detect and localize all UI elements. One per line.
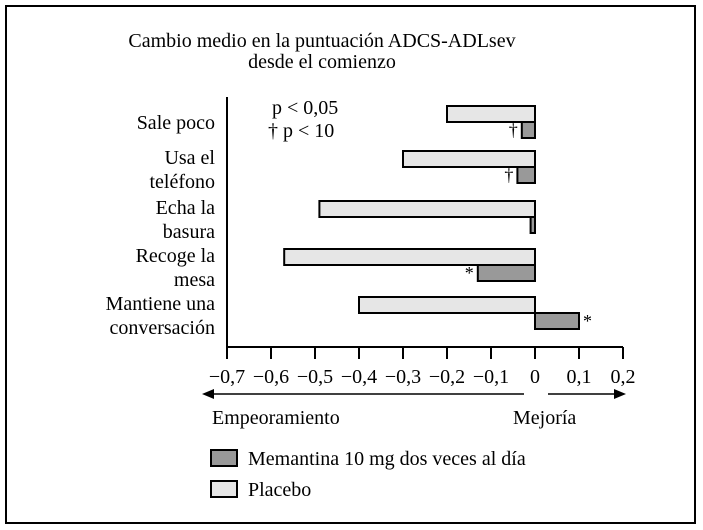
significance-line-1: p < 0,05 xyxy=(272,97,338,119)
bar-memantina-10-mg-dos-veces-al-dia-echa-la-basura xyxy=(529,216,536,234)
bar-placebo-usa-el-telefono xyxy=(402,150,536,168)
category-label: Mantiene una conversación xyxy=(106,293,216,339)
x-tick-label: −0,5 xyxy=(297,366,333,388)
legend: Memantina 10 mg dos veces al día Placebo xyxy=(210,448,526,501)
bar-memantina-10-mg-dos-veces-al-dia-usa-el-telefono xyxy=(516,166,537,184)
bar-placebo-sale-poco xyxy=(446,105,536,123)
significance-marker: † xyxy=(509,120,518,140)
x-tick-label: −0,3 xyxy=(385,366,421,388)
improvement-label: Mejoría xyxy=(513,407,576,429)
x-tick-label: −0,1 xyxy=(473,366,509,388)
direction-arrows: Empeoramiento Mejoría xyxy=(202,389,626,429)
bar-memantina-10-mg-dos-veces-al-dia-sale-poco xyxy=(520,121,536,139)
significance-marker: * xyxy=(583,311,592,331)
x-axis: −0,7 −0,6 −0,5 −0,4 −0,3 −0,2 −0,1 0 0,1 0,2 xyxy=(209,97,636,388)
bar-placebo-mantiene-una-conversacion xyxy=(358,296,536,314)
significance-line-2: † p < 10 xyxy=(268,120,334,142)
bars-group: † † * * xyxy=(283,105,592,331)
significance-marker: * xyxy=(465,263,474,283)
legend-swatch-placebo xyxy=(210,480,238,498)
worsening-arrowhead xyxy=(202,389,214,399)
bar-memantina-10-mg-dos-veces-al-dia-mantiene-una-conversacion xyxy=(534,312,580,330)
chart-title: Cambio medio en la puntuación ADCS-ADLse… xyxy=(128,30,515,52)
category-label: Echa la basura xyxy=(156,197,216,243)
significance-marker: † xyxy=(504,165,513,185)
category-label: Usa el teléfono xyxy=(149,147,215,193)
legend-swatch-memantina-10-mg-dos-veces-al-dia xyxy=(210,449,238,467)
x-tick-label: −0,7 xyxy=(209,366,245,388)
chart-subtitle: desde el comienzo xyxy=(248,51,396,73)
x-tick-label: 0,2 xyxy=(611,366,636,388)
bar-placebo-recoge-la-mesa xyxy=(283,248,537,266)
category-label: Recoge la mesa xyxy=(136,245,216,291)
worsening-label: Empeoramiento xyxy=(212,407,340,429)
category-label: Sale poco xyxy=(137,112,215,134)
figure-border xyxy=(5,5,696,524)
x-tick-label: −0,2 xyxy=(429,366,465,388)
x-tick-label: 0 xyxy=(530,366,540,388)
legend-label-placebo: Placebo xyxy=(248,479,311,501)
x-tick-label: −0,6 xyxy=(253,366,289,388)
bar-placebo-echa-la-basura xyxy=(318,200,536,218)
bar-memantina-10-mg-dos-veces-al-dia-recoge-la-mesa xyxy=(476,264,536,282)
improvement-arrowhead xyxy=(614,389,626,399)
x-tick-label: −0,4 xyxy=(341,366,377,388)
legend-label-memantina-10-mg-dos-veces-al-dia: Memantina 10 mg dos veces al día xyxy=(248,448,526,470)
x-tick-label: 0,1 xyxy=(567,366,592,388)
